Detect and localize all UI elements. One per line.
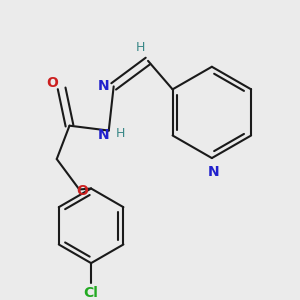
Text: O: O [76, 184, 88, 199]
Text: N: N [98, 80, 110, 93]
Text: N: N [98, 128, 110, 142]
Text: O: O [46, 76, 58, 91]
Text: N: N [208, 165, 220, 179]
Text: H: H [116, 127, 125, 140]
Text: Cl: Cl [84, 286, 98, 300]
Text: H: H [136, 40, 145, 54]
